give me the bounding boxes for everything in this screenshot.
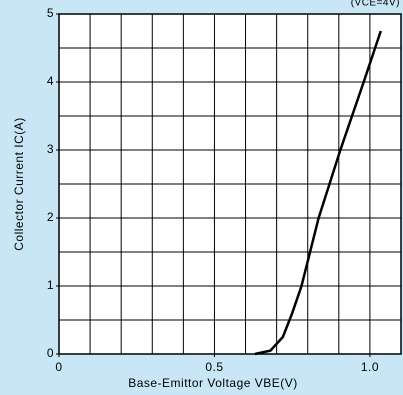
y-tick-label: 4 <box>47 74 54 88</box>
y-tick-label: 0 <box>47 346 54 360</box>
y-tick-label: 5 <box>47 6 54 20</box>
x-tick-label: 0.5 <box>205 360 223 374</box>
y-tick-label: 1 <box>47 278 54 292</box>
x-tick-label: 1.0 <box>361 360 379 374</box>
y-tick-label: 3 <box>47 142 54 156</box>
x-tick-label: 0 <box>55 360 62 374</box>
annotation: (VCE=4V) <box>351 0 400 9</box>
y-axis-label: Collector Current IC(A) <box>12 117 26 251</box>
y-tick-label: 2 <box>47 210 54 224</box>
x-axis-label: Base-Emittor Voltage VBE(V) <box>128 376 298 390</box>
curve <box>254 30 382 356</box>
